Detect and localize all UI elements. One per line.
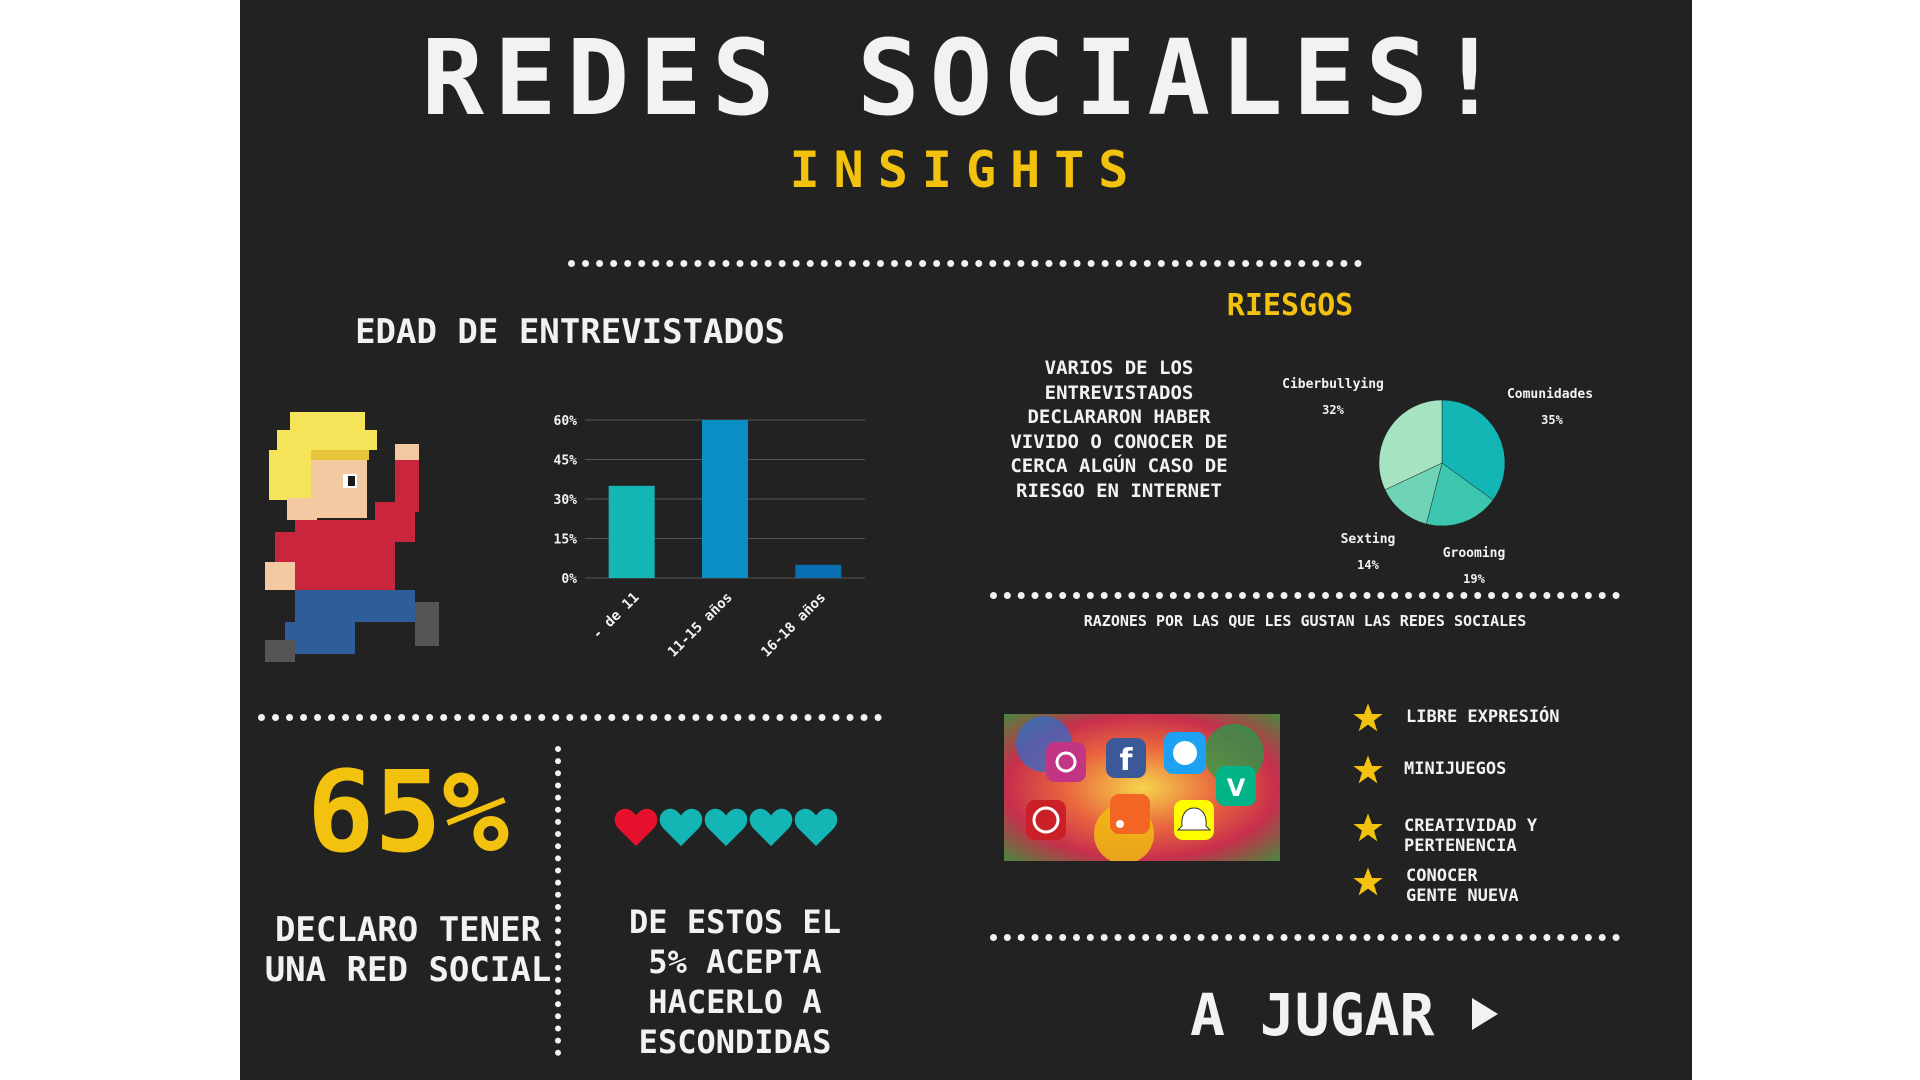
reason-item: CONOCER GENTE NUEVA — [1406, 866, 1519, 906]
risks-heading: RIESGOS — [1226, 288, 1354, 323]
star-icon — [1353, 755, 1383, 784]
pie-slice — [1426, 462, 1494, 527]
bar — [795, 564, 842, 578]
social-media-collage: f V — [1004, 714, 1280, 861]
pie-slice — [1378, 399, 1443, 491]
stat-percentage: 65% — [306, 748, 510, 878]
page-title: REDES SOCIALES! — [421, 17, 1511, 139]
stat-caption-line-2: UNA RED SOCIAL — [264, 950, 552, 990]
play-icon — [1472, 998, 1498, 1030]
svg-text:f: f — [1119, 743, 1133, 778]
pixel-runner-illustration — [265, 412, 439, 662]
pie-category-label: Grooming — [1443, 546, 1506, 561]
divider-top — [568, 260, 1362, 267]
play-button[interactable]: A JUGAR — [1180, 976, 1520, 1056]
y-tick-label: 15% — [554, 533, 578, 548]
bar — [608, 485, 655, 578]
hidden-use-text-line-4: ESCONDIDAS — [638, 1023, 832, 1061]
pie-category-label: Comunidades — [1507, 387, 1593, 402]
reason-item: CREATIVIDAD Y PERTENENCIA — [1404, 816, 1538, 856]
star-icon — [1353, 867, 1383, 896]
y-tick-label: 30% — [554, 493, 578, 508]
pie-value-label: 32% — [1322, 403, 1344, 417]
divider-vertical — [555, 746, 561, 1056]
hidden-use-text-line-1: DE ESTOS EL — [629, 903, 841, 941]
heart-icon — [614, 808, 658, 847]
reason-item: LIBRE EXPRESIÓN — [1406, 707, 1560, 727]
pie-value-label: 14% — [1357, 558, 1379, 572]
pie-category-label: Sexting — [1341, 532, 1396, 547]
x-tick-label: 16-18 años — [758, 590, 829, 661]
heart-icon — [659, 808, 703, 847]
heart-icon — [794, 808, 838, 847]
heart-icon — [704, 808, 748, 847]
pie-category-label: Ciberbullying — [1282, 377, 1384, 392]
star-icon — [1353, 813, 1383, 842]
age-heading: EDAD DE ENTREVISTADOS — [355, 312, 785, 352]
risks-pie-chart: Comunidades 35% Grooming 19% Sexting 14% Ciber… — [1282, 377, 1593, 586]
y-tick-label: 45% — [554, 454, 578, 469]
reason-item: MINIJUEGOS — [1404, 759, 1507, 779]
hidden-use-text-line-2: 5% ACEPTA — [648, 943, 822, 981]
page-subtitle: INSIGHTS — [789, 141, 1143, 199]
reasons-heading: RAZONES POR LAS QUE LES GUSTAN LAS REDES… — [1083, 612, 1527, 630]
x-tick-label: - de 11 — [589, 590, 642, 643]
risks-text: VARIOS DE LOS ENTREVISTADOS DECLARARON H… — [1010, 357, 1228, 502]
x-tick-label: 11-15 años — [665, 590, 736, 661]
divider-risks — [990, 592, 1620, 599]
pie-value-label: 19% — [1463, 572, 1485, 586]
divider-left — [258, 714, 882, 721]
stat-caption-line-1: DECLARO TENER — [274, 910, 542, 950]
pie-value-label: 35% — [1541, 413, 1563, 427]
infographic-panel — [240, 0, 1692, 1080]
heart-icon — [749, 808, 793, 847]
star-icon — [1353, 703, 1383, 732]
svg-text:V: V — [1227, 774, 1246, 802]
bar — [702, 420, 748, 578]
play-button-label: A JUGAR — [1190, 981, 1435, 1049]
age-bar-chart: 0% 15% 30% 45% 60% - de 11 11-15 años 16-18 año… — [554, 414, 865, 661]
divider-reasons — [990, 934, 1620, 941]
y-tick-label: 0% — [561, 572, 577, 587]
pie-slice — [1441, 399, 1506, 501]
pie-slice — [1384, 462, 1443, 525]
y-tick-label: 60% — [554, 414, 578, 429]
hidden-use-text-line-3: HACERLO A — [648, 983, 822, 1021]
